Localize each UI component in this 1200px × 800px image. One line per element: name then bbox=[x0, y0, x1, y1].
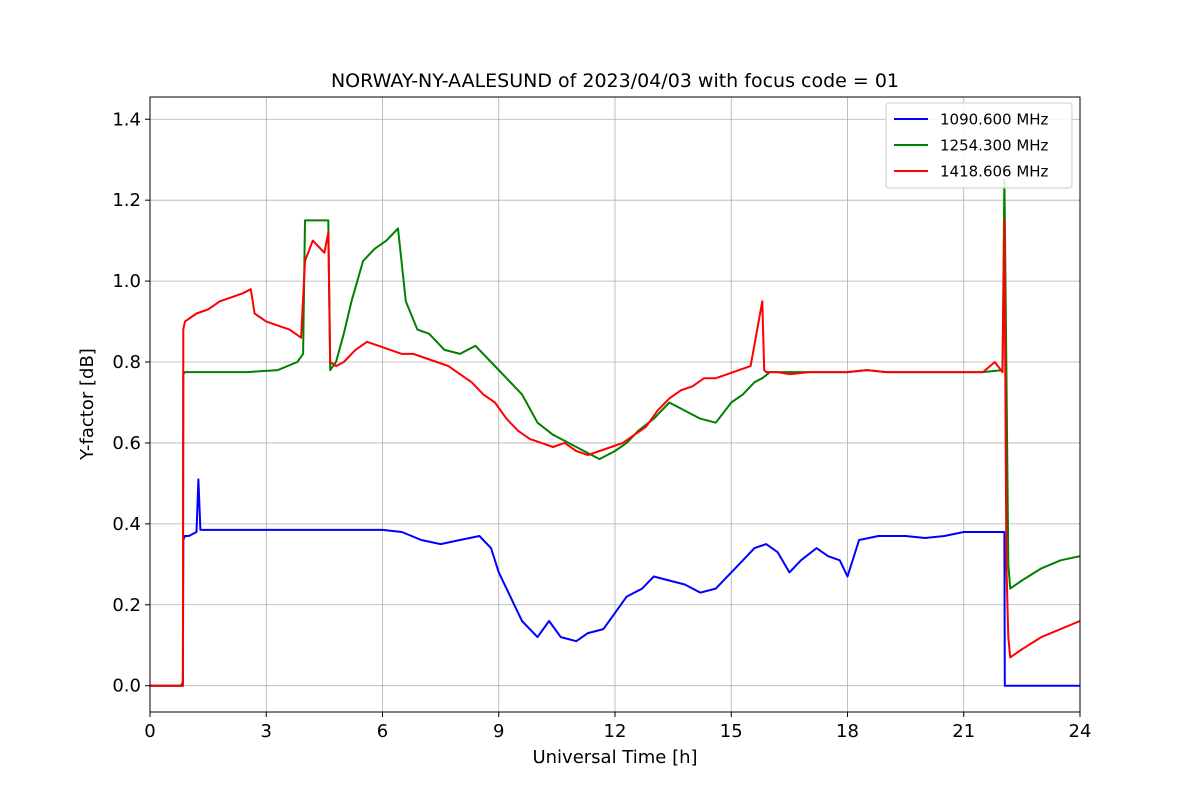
x-tick-label: 12 bbox=[604, 721, 627, 742]
legend-label: 1418.606 MHz bbox=[940, 163, 1049, 181]
y-tick-label: 1.2 bbox=[112, 190, 141, 211]
y-tick-label: 1.0 bbox=[112, 271, 141, 292]
legend: 1090.600 MHz 1254.300 MHz 1418.606 MHz bbox=[885, 102, 1073, 189]
plot-series bbox=[150, 178, 1081, 687]
x-tick-label: 21 bbox=[952, 721, 975, 742]
y-tick-label: 0.2 bbox=[112, 595, 141, 616]
legend-box bbox=[885, 102, 1073, 189]
chart-title: NORWAY-NY-AALESUND of 2023/04/03 with fo… bbox=[331, 70, 899, 92]
series-line-0 bbox=[150, 478, 1080, 687]
y-tick-label: 0.0 bbox=[112, 676, 141, 697]
axis-ticks: 0 3 6 9 12 15 18 21 24 0.0 0.2 0.4 0.6 0.8 1.0 1.2 1.4 bbox=[112, 109, 1091, 742]
x-tick-label: 6 bbox=[377, 721, 388, 742]
x-tick-label: 24 bbox=[1069, 721, 1092, 742]
y-axis-label: Y-factor [dB] bbox=[77, 348, 98, 461]
x-tick-label: 3 bbox=[261, 721, 272, 742]
x-tick-label: 15 bbox=[720, 721, 743, 742]
series-line-2 bbox=[150, 219, 1081, 687]
y-tick-label: 0.4 bbox=[112, 514, 141, 535]
y-tick-label: 1.4 bbox=[112, 109, 141, 130]
legend-label: 1254.300 MHz bbox=[940, 137, 1049, 155]
x-tick-label: 18 bbox=[836, 721, 859, 742]
legend-label: 1090.600 MHz bbox=[940, 111, 1049, 129]
x-axis-label: Universal Time [h] bbox=[532, 747, 697, 768]
y-tick-label: 0.6 bbox=[112, 433, 141, 454]
y-tick-label: 0.8 bbox=[112, 352, 141, 373]
x-tick-label: 9 bbox=[493, 721, 504, 742]
x-tick-label: 0 bbox=[144, 721, 155, 742]
